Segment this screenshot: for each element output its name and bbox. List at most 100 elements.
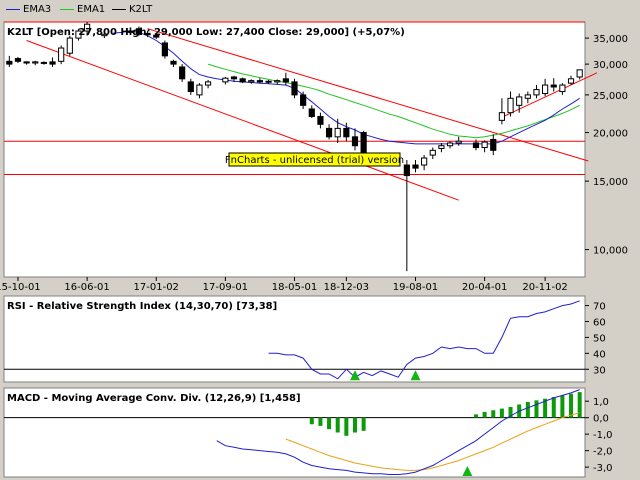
- candle-body: [23, 61, 30, 64]
- candle-body: [429, 149, 436, 156]
- macd-signal-line: [285, 412, 580, 471]
- panel-3-frame: [3, 387, 586, 478]
- candle-body: [317, 115, 324, 125]
- candle-body: [559, 84, 566, 93]
- trial-watermark-box: [228, 152, 401, 167]
- candle-body: [6, 60, 13, 65]
- rsi-ytick-label: 30: [593, 365, 606, 376]
- candle-body: [516, 96, 523, 106]
- rsi-panel-title: RSI - Relative Strength Index (14,30,70)…: [7, 301, 277, 312]
- macd-ytick-label: 1,0: [593, 397, 609, 408]
- candle-body: [550, 84, 557, 88]
- price-ytick-label: 30,000: [593, 60, 628, 71]
- price-xtick-label: 20-04-01: [462, 282, 507, 293]
- candle-body: [446, 142, 454, 147]
- price-xtick-label: 15-10-01: [0, 282, 41, 293]
- candle-body: [282, 78, 289, 83]
- trial-watermark-text: FnCharts - unlicensed (trial) version: [225, 155, 404, 166]
- candle-body: [490, 138, 497, 151]
- candle-body: [412, 164, 419, 169]
- candle-body: [403, 164, 410, 177]
- price-ytick-label: 35,000: [593, 34, 628, 45]
- candle-body: [49, 61, 56, 65]
- legend-label-ema3: EMA3: [23, 4, 52, 15]
- macd-histogram-bar: [577, 392, 582, 418]
- legend: EMA3 EMA1 K2LT: [0, 0, 640, 20]
- candle-body: [498, 112, 505, 121]
- legend-item-k2lt[interactable]: K2LT: [112, 4, 152, 15]
- candle-body: [524, 94, 531, 99]
- ema1-line: [207, 63, 580, 139]
- legend-swatch-k2lt: [112, 9, 126, 10]
- candle-body: [75, 30, 82, 39]
- candle-body: [144, 32, 151, 36]
- legend-swatch-ema3: [6, 9, 20, 10]
- price-ytick-label: 20,000: [593, 129, 628, 140]
- candle-body: [248, 80, 255, 83]
- candle-body: [576, 69, 583, 78]
- candle-body: [204, 81, 212, 86]
- candle-body: [230, 76, 238, 80]
- candle-body: [135, 28, 143, 35]
- candle-body: [472, 142, 480, 149]
- candle-body: [196, 84, 203, 96]
- candle-body: [32, 61, 39, 64]
- candle-body: [265, 80, 272, 83]
- rsi-line: [268, 300, 580, 380]
- macd-histogram-bar: [335, 417, 340, 433]
- price-ytick-label: 15,000: [593, 177, 628, 188]
- price-ytick-label: 25,000: [593, 91, 628, 102]
- candle-body: [239, 78, 246, 83]
- macd-histogram-bar: [318, 417, 323, 426]
- macd-ytick-label: 0,0: [593, 414, 609, 425]
- macd-histogram-bar: [352, 417, 357, 433]
- candle-body: [421, 157, 428, 166]
- candle-body: [567, 78, 575, 84]
- candle-body: [351, 136, 359, 147]
- candle-body: [438, 145, 445, 149]
- candle-body: [360, 132, 367, 156]
- macd-histogram-bar: [491, 410, 496, 418]
- price-ytick-label: 10,000: [593, 246, 628, 257]
- price-xtick-label: 20-11-02: [522, 282, 567, 293]
- legend-item-ema1[interactable]: EMA1: [60, 4, 105, 15]
- macd-signal-arrow: [462, 466, 473, 476]
- candle-body: [84, 23, 91, 32]
- macd-histogram-bar: [309, 417, 314, 425]
- candle-body: [127, 30, 134, 33]
- candle-body: [161, 42, 168, 57]
- candle-body: [325, 127, 333, 138]
- candle-body: [58, 47, 65, 62]
- trend-line: [26, 40, 459, 201]
- legend-item-ema3[interactable]: EMA3: [6, 4, 51, 15]
- macd-ytick-label: -3,0: [593, 463, 613, 474]
- macd-histogram-bar: [525, 402, 530, 418]
- macd-histogram-bar: [327, 417, 332, 430]
- macd-ytick-label: -1,0: [593, 430, 613, 441]
- rsi-signal-arrow: [410, 370, 421, 381]
- price-xtick-label: 17-01-02: [134, 282, 179, 293]
- macd-histogram-bar: [569, 393, 574, 418]
- candle-body: [481, 141, 488, 149]
- candle-body: [343, 127, 350, 138]
- macd-line: [216, 389, 580, 475]
- macd-histogram-bar: [551, 397, 556, 418]
- panel-2-frame: [3, 295, 586, 383]
- candle-body: [170, 60, 177, 65]
- candle-body: [153, 34, 160, 38]
- macd-histogram-bar: [344, 417, 349, 436]
- price-panel-title: K2LT [Open: 27,800 High: 29,000 Low: 27,…: [7, 27, 405, 38]
- price-xtick-label: 17-09-01: [203, 282, 248, 293]
- candle-body: [507, 97, 514, 114]
- candle-body: [179, 66, 186, 80]
- candle-body: [300, 94, 307, 106]
- rsi-ytick-label: 40: [593, 349, 606, 360]
- candle-body: [256, 80, 264, 83]
- macd-ytick-label: -2,0: [593, 447, 613, 458]
- rsi-ytick-label: 70: [593, 302, 606, 313]
- legend-label-k2lt: K2LT: [129, 4, 153, 15]
- macd-histogram-bar: [560, 395, 565, 418]
- candle-body: [40, 61, 47, 64]
- macd-panel-title: MACD - Moving Average Conv. Div. (12,26,…: [7, 393, 301, 404]
